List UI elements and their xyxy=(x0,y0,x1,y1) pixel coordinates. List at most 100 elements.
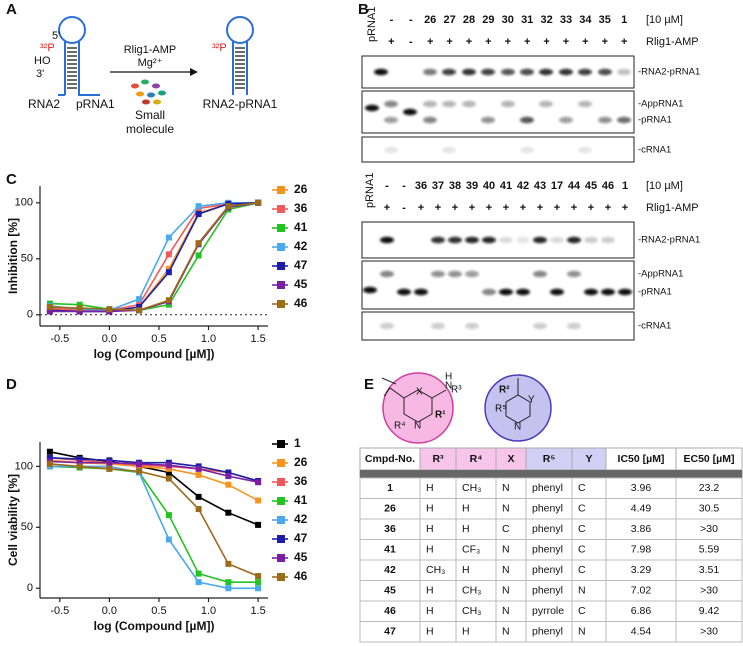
band xyxy=(539,101,553,107)
y-tick-label: 0 xyxy=(27,309,33,321)
band xyxy=(520,117,534,123)
band xyxy=(520,69,534,75)
gel-strip xyxy=(361,260,635,310)
legend-marker xyxy=(277,243,285,251)
data-point xyxy=(195,465,202,472)
data-point xyxy=(255,479,262,486)
treatment-label: + xyxy=(602,36,608,48)
cell-text: C xyxy=(578,523,586,535)
x-tick-label: 0.5 xyxy=(151,605,166,617)
band xyxy=(567,323,581,329)
band xyxy=(617,117,631,123)
data-point xyxy=(255,497,262,504)
cell-text: 4.49 xyxy=(631,503,652,515)
band xyxy=(567,237,581,243)
band xyxy=(397,289,411,295)
cell-text: H xyxy=(426,605,434,617)
gel-1 xyxy=(361,55,635,163)
molecule-blob xyxy=(152,83,160,89)
bond xyxy=(431,389,447,399)
x-tick-label: 1.0 xyxy=(201,333,216,345)
band xyxy=(516,289,530,295)
hairpin-stem xyxy=(232,41,248,95)
band xyxy=(465,271,479,277)
band xyxy=(584,289,598,295)
band xyxy=(559,69,573,75)
ring-highlight xyxy=(382,372,454,444)
legend-label: 1 xyxy=(294,436,301,450)
legend-label: 45 xyxy=(294,550,308,564)
band xyxy=(482,289,496,295)
band xyxy=(380,271,394,277)
lane-label: 36 xyxy=(415,180,427,192)
label: ³²P xyxy=(40,42,55,54)
lane-label: 44 xyxy=(568,180,581,192)
legend-label: 46 xyxy=(294,569,308,583)
lane-label: 29 xyxy=(482,14,494,26)
band xyxy=(384,101,398,107)
cell-text: 9.42 xyxy=(699,605,720,617)
cell-text: N xyxy=(502,605,510,617)
band-label: -cRNA1 xyxy=(638,321,671,332)
legend-marker xyxy=(277,205,285,213)
treatment-label: + xyxy=(621,36,627,48)
cell-text: 36 xyxy=(384,523,396,535)
treatment-label: + xyxy=(622,202,628,214)
atom-label: Y xyxy=(528,395,535,406)
legend-label: 26 xyxy=(294,182,308,196)
gel-2 xyxy=(361,221,635,341)
atom-label: N xyxy=(445,381,452,392)
series-line xyxy=(49,463,259,577)
cell-text: 3.96 xyxy=(631,482,652,494)
data-point xyxy=(225,473,232,480)
data-point xyxy=(136,468,143,475)
y-tick-label: 50 xyxy=(21,253,33,265)
legend-label: 26 xyxy=(294,455,308,469)
band xyxy=(442,147,456,153)
series-line xyxy=(49,202,259,312)
lane-label: 33 xyxy=(560,14,572,26)
cell-text: 5.59 xyxy=(699,544,720,556)
label: Rlig1-AMP xyxy=(124,44,177,56)
y-tick-label: 0 xyxy=(27,582,33,594)
cell-text: 7.98 xyxy=(631,544,652,556)
treatment-label: + xyxy=(384,202,390,214)
treatment-label: + xyxy=(588,202,594,214)
lane-label: - xyxy=(385,180,389,192)
x-tick-label: 1.5 xyxy=(250,333,265,345)
data-point xyxy=(195,203,202,210)
legend-marker xyxy=(277,459,285,467)
band xyxy=(403,109,417,115)
lane-label: 40 xyxy=(483,180,495,192)
cell-text: N xyxy=(502,626,510,638)
atom-label: R¹ xyxy=(435,410,446,421)
header-text: Cmpd-No. xyxy=(365,453,415,465)
band xyxy=(363,287,377,293)
label: RNA2 xyxy=(28,97,60,111)
data-point xyxy=(165,536,172,543)
band xyxy=(482,237,496,243)
cell-text: CF₃ xyxy=(462,544,480,556)
header-text: R⁴ xyxy=(470,453,483,465)
band xyxy=(516,237,530,243)
legend-marker xyxy=(277,535,285,543)
band-label: -pRNA1 xyxy=(638,115,672,126)
treatment-label: + xyxy=(485,36,491,48)
small-molecules xyxy=(131,79,166,105)
data-point xyxy=(165,251,172,258)
lane-label: 31 xyxy=(521,14,533,26)
header-text: R³ xyxy=(432,453,444,465)
cell-text: pyrrole xyxy=(532,605,564,617)
y-tick-label: 100 xyxy=(15,460,33,472)
arrowhead xyxy=(190,68,198,76)
lane-label: pRNA1 xyxy=(364,173,376,208)
treatment-label: - xyxy=(402,202,406,214)
treatment-label: + xyxy=(524,36,530,48)
legend-label: 42 xyxy=(294,512,308,526)
cell-text: N xyxy=(578,626,586,638)
treatment-label: + xyxy=(466,36,472,48)
cell-text: phenyl xyxy=(532,564,563,576)
hairpin-loop xyxy=(226,16,254,44)
band-label: -AppRNA1 xyxy=(638,269,683,280)
